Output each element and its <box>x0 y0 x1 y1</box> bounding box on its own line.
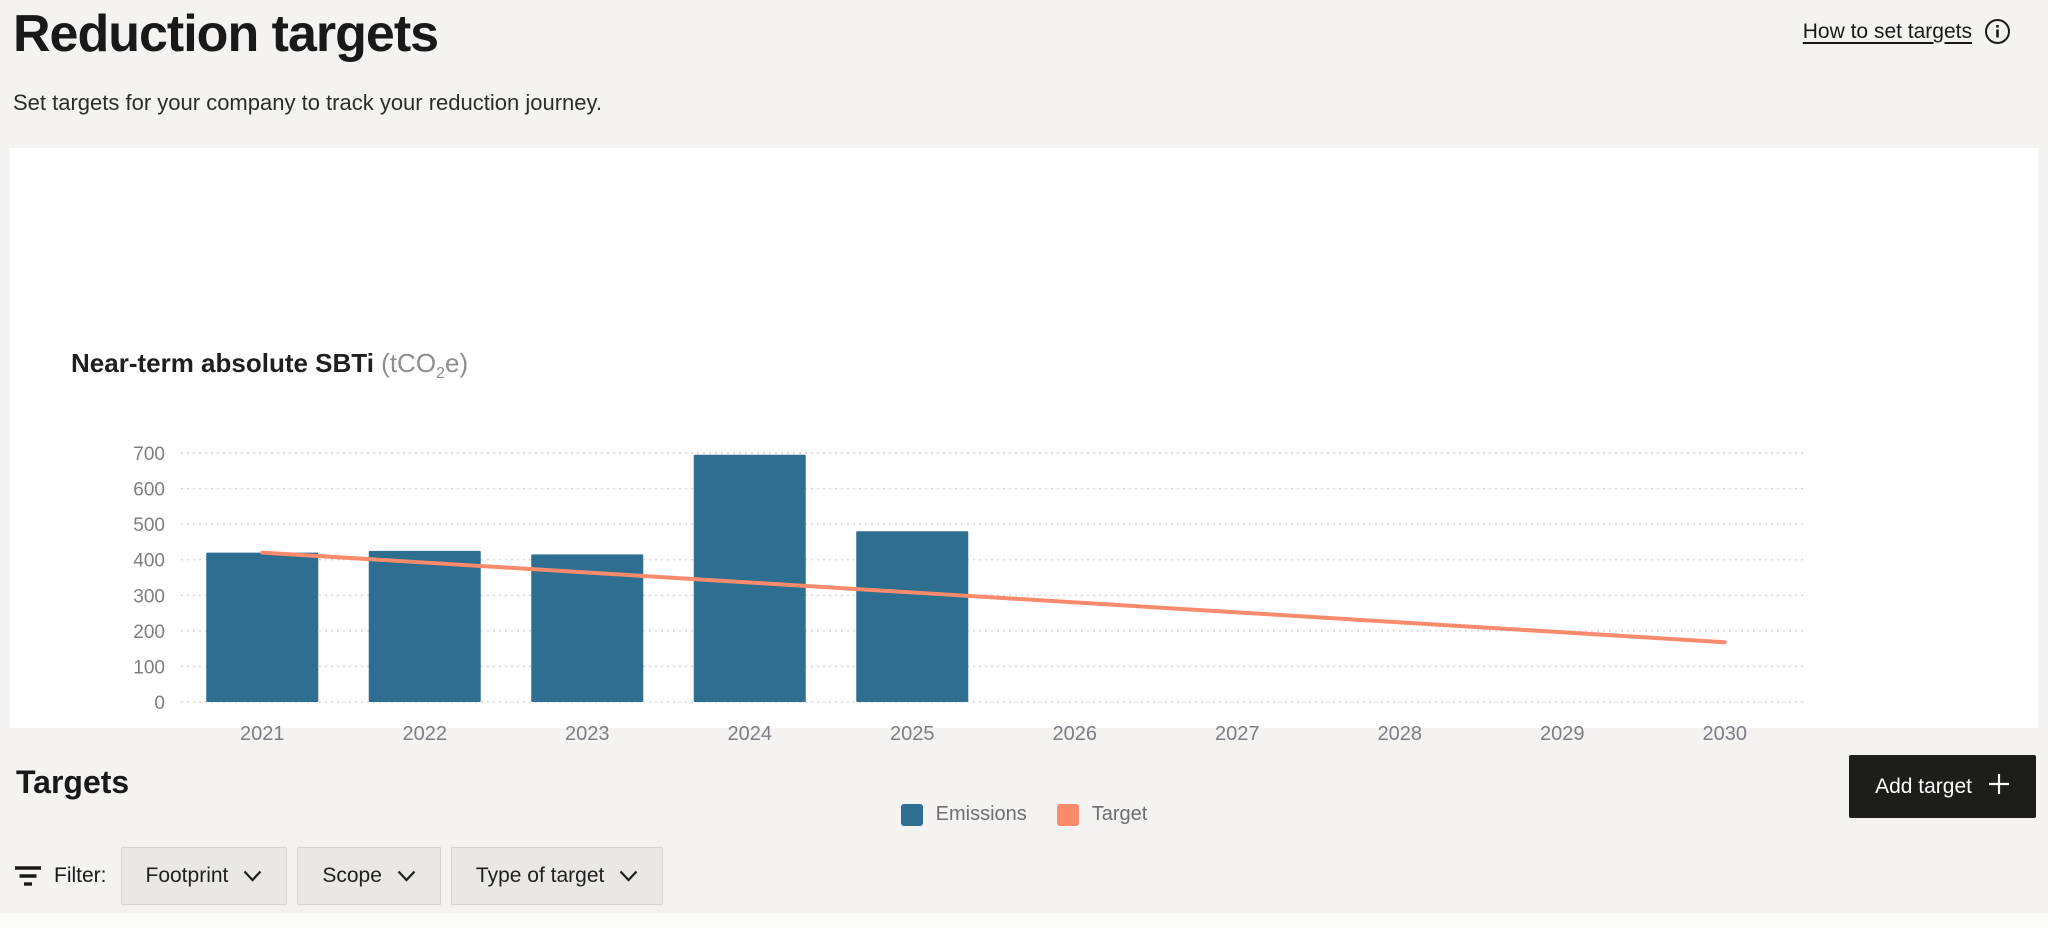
x-tick-2029: 2029 <box>1540 723 1585 745</box>
y-tick-0: 0 <box>154 693 165 714</box>
sbti-chart-area: 0 100 200 300 400 500 600 700 2021 2022 2023 2024 20… <box>108 438 1828 758</box>
emissions-bar-2022[interactable] <box>368 550 481 702</box>
x-tick-2023: 2023 <box>565 723 610 745</box>
emissions-bar-2021[interactable] <box>206 552 319 702</box>
chart-title-main: Near-term absolute SBTi <box>71 348 374 378</box>
page-subtitle: Set targets for your company to track yo… <box>13 90 602 115</box>
add-target-button[interactable]: Add target <box>1849 755 2036 818</box>
x-tick-2030: 2030 <box>1703 723 1748 745</box>
legend-swatch-target <box>1056 803 1079 826</box>
emissions-bar-2024[interactable] <box>693 454 806 702</box>
y-tick-700: 700 <box>133 444 165 465</box>
targets-heading: Targets <box>16 764 130 800</box>
chart-title-unit: (tCO2e) <box>373 348 469 383</box>
chevron-down-icon <box>619 870 638 882</box>
add-target-button-label: Add target <box>1875 774 1972 798</box>
target-line[interactable] <box>260 550 1727 645</box>
chart-card: Near-term absolute SBTi (tCO2e) 0 100 200 3… <box>10 148 2038 826</box>
filter-dropdown-type-of-target[interactable]: Type of target <box>450 847 664 905</box>
x-tick-2021: 2021 <box>240 723 285 745</box>
y-tick-500: 500 <box>133 515 165 536</box>
filter-dropdown-scope[interactable]: Scope <box>297 847 441 905</box>
y-tick-400: 400 <box>133 551 165 572</box>
chart-title: Near-term absolute SBTi (tCO2e) <box>71 348 468 383</box>
legend-label: Target <box>1091 803 1148 825</box>
legend-label: Emissions <box>935 803 1027 825</box>
x-tick-2026: 2026 <box>1053 723 1098 745</box>
y-tick-200: 200 <box>133 622 165 643</box>
x-tick-2022: 2022 <box>403 723 448 745</box>
legend-item-emissions[interactable]: Emissions <box>900 803 1027 826</box>
sbti-chart: 0 100 200 300 400 500 600 700 2021 2022 2023 2024 20… <box>133 444 1806 745</box>
x-tick-2028: 2028 <box>1378 723 1423 745</box>
how-to-set-targets-link-label[interactable]: How to set targets <box>1802 19 1972 43</box>
chevron-down-icon <box>397 870 416 882</box>
next-card-top-edge <box>0 913 2048 928</box>
filter-dropdown-label: Scope <box>322 864 382 887</box>
filter-dropdown-label: Type of target <box>475 864 605 887</box>
emissions-bar-2023[interactable] <box>531 554 644 702</box>
filter-dropdown-label: Footprint <box>145 864 229 887</box>
plus-icon <box>1988 773 2010 801</box>
page-title: Reduction targets <box>13 5 439 63</box>
y-tick-600: 600 <box>133 480 165 501</box>
how-to-set-targets-link[interactable]: How to set targets <box>1803 18 2011 45</box>
emissions-bar-2025[interactable] <box>856 531 969 702</box>
y-tick-100: 100 <box>133 657 165 678</box>
filter-dropdown-footprint[interactable]: Footprint <box>120 847 288 905</box>
filter-label: Filter: <box>54 864 107 887</box>
filter-icon <box>14 864 42 888</box>
chevron-down-icon <box>243 870 262 882</box>
info-icon[interactable] <box>1984 18 2011 45</box>
x-tick-2027: 2027 <box>1215 723 1260 745</box>
y-tick-300: 300 <box>133 586 165 607</box>
x-tick-2025: 2025 <box>890 723 935 745</box>
legend-item-target[interactable]: Target <box>1056 803 1148 826</box>
filter-row: Filter: Footprint Scope Type of target <box>14 846 664 906</box>
legend-swatch-emissions <box>900 803 923 826</box>
x-tick-2024: 2024 <box>728 723 773 745</box>
chart-legend: Emissions Target <box>10 803 2038 826</box>
